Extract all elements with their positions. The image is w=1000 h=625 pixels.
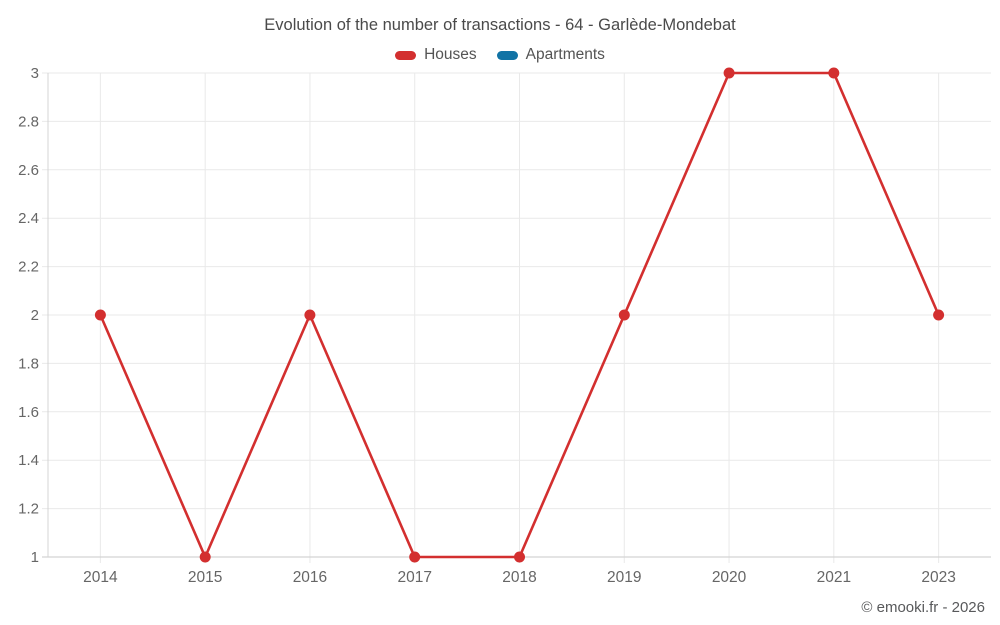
legend: Houses Apartments	[0, 46, 1000, 64]
data-point-houses[interactable]	[618, 309, 630, 321]
legend-label-houses: Houses	[424, 46, 477, 63]
data-point-houses[interactable]	[933, 309, 945, 321]
x-tick-label: 2018	[502, 569, 536, 586]
x-tick-label: 2023	[921, 569, 955, 586]
x-tick-label: 2021	[817, 569, 851, 586]
y-tick-label: 1.8	[18, 355, 39, 372]
y-tick-label: 1.6	[18, 404, 39, 421]
y-tick-label: 2.6	[18, 162, 39, 179]
y-tick-label: 2.4	[18, 210, 39, 227]
x-tick-label: 2015	[188, 569, 222, 586]
y-tick-label: 2.8	[18, 113, 39, 130]
y-tick-label: 1.4	[18, 452, 39, 469]
legend-item-apartments[interactable]: Apartments	[496, 46, 605, 64]
data-point-houses[interactable]	[828, 67, 840, 79]
data-point-houses[interactable]	[409, 551, 421, 563]
y-tick-label: 1	[31, 549, 39, 566]
chart-title: Evolution of the number of transactions …	[264, 16, 736, 34]
data-point-houses[interactable]	[94, 309, 106, 321]
y-tick-label: 2	[31, 307, 39, 324]
x-tick-label: 2019	[607, 569, 641, 586]
data-point-houses[interactable]	[514, 551, 525, 563]
legend-label-apartments: Apartments	[525, 46, 605, 63]
houses-swatch-icon	[395, 50, 417, 60]
y-tick-label: 2.2	[18, 259, 39, 276]
y-tick-label: 3	[31, 65, 39, 82]
data-point-houses[interactable]	[723, 67, 735, 79]
legend-item-houses[interactable]: Houses	[395, 46, 477, 64]
y-tick-label: 1.2	[18, 501, 39, 518]
data-point-houses[interactable]	[304, 309, 316, 321]
x-tick-label: 2014	[83, 569, 118, 586]
x-tick-label: 2016	[293, 569, 327, 586]
apartments-swatch-icon	[496, 50, 518, 60]
copyright: © emooki.fr - 2026	[861, 599, 985, 616]
data-point-houses[interactable]	[199, 551, 211, 563]
x-tick-label: 2017	[397, 569, 431, 586]
x-tick-label: 2020	[712, 569, 747, 586]
